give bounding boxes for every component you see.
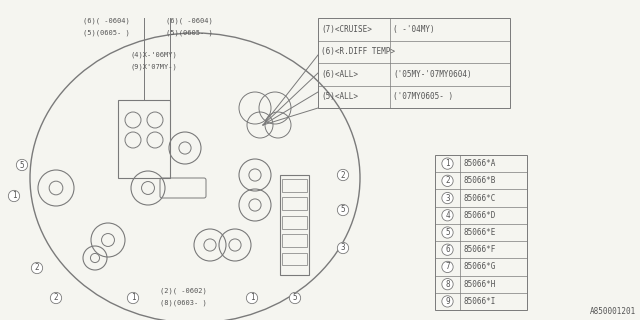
Text: 85066*B: 85066*B — [463, 176, 495, 185]
Text: 5: 5 — [292, 293, 298, 302]
Text: 85066*H: 85066*H — [463, 280, 495, 289]
Text: 2: 2 — [35, 263, 39, 273]
Text: 5: 5 — [20, 161, 24, 170]
Text: 85066*C: 85066*C — [463, 194, 495, 203]
Text: 85066*D: 85066*D — [463, 211, 495, 220]
Text: (4)X-'06MY): (4)X-'06MY) — [130, 52, 177, 59]
Text: 1: 1 — [131, 293, 135, 302]
Text: (8)(0603- ): (8)(0603- ) — [160, 300, 207, 307]
Bar — [280, 175, 309, 275]
Bar — [118, 100, 170, 178]
Text: 8: 8 — [445, 280, 450, 289]
Text: ('07MY0605- ): ('07MY0605- ) — [393, 92, 453, 101]
Text: (9)X'07MY-): (9)X'07MY-) — [130, 64, 177, 70]
Text: 85066*A: 85066*A — [463, 159, 495, 168]
Bar — [318, 18, 510, 108]
Text: 3: 3 — [340, 244, 346, 252]
Text: 1: 1 — [445, 159, 450, 168]
Text: 85066*F: 85066*F — [463, 245, 495, 254]
Text: ('05MY-'07MY0604): ('05MY-'07MY0604) — [393, 70, 472, 79]
Text: ( -'04MY): ( -'04MY) — [393, 25, 435, 34]
Bar — [282, 252, 307, 266]
Text: 2: 2 — [445, 176, 450, 185]
Text: (5)(0605- ): (5)(0605- ) — [166, 30, 212, 36]
Bar — [435, 155, 527, 310]
Text: 9: 9 — [445, 297, 450, 306]
Bar — [282, 197, 307, 210]
Bar — [282, 234, 307, 247]
Text: 7: 7 — [445, 262, 450, 271]
Text: (7)<CRUISE>: (7)<CRUISE> — [321, 25, 372, 34]
Text: (2)( -0602): (2)( -0602) — [160, 288, 207, 294]
Text: (6)<R.DIFF TEMP>: (6)<R.DIFF TEMP> — [321, 47, 395, 56]
Text: 2: 2 — [340, 171, 346, 180]
Text: 2: 2 — [54, 293, 58, 302]
Text: 85066*I: 85066*I — [463, 297, 495, 306]
Text: (6)( -0604): (6)( -0604) — [83, 18, 130, 25]
Bar — [282, 216, 307, 229]
Text: (6)( -0604): (6)( -0604) — [166, 18, 212, 25]
Text: 4: 4 — [445, 211, 450, 220]
Text: 85066*E: 85066*E — [463, 228, 495, 237]
Text: 5: 5 — [340, 205, 346, 214]
Text: A850001201: A850001201 — [589, 307, 636, 316]
Text: 5: 5 — [445, 228, 450, 237]
Text: (6)<ALL>: (6)<ALL> — [321, 70, 358, 79]
Text: (5)<ALL>: (5)<ALL> — [321, 92, 358, 101]
Text: 85066*G: 85066*G — [463, 262, 495, 271]
Bar — [282, 179, 307, 192]
Text: 6: 6 — [445, 245, 450, 254]
Text: 3: 3 — [445, 194, 450, 203]
Text: 1: 1 — [12, 191, 16, 201]
Text: (5)(0605- ): (5)(0605- ) — [83, 30, 130, 36]
Text: 1: 1 — [250, 293, 254, 302]
